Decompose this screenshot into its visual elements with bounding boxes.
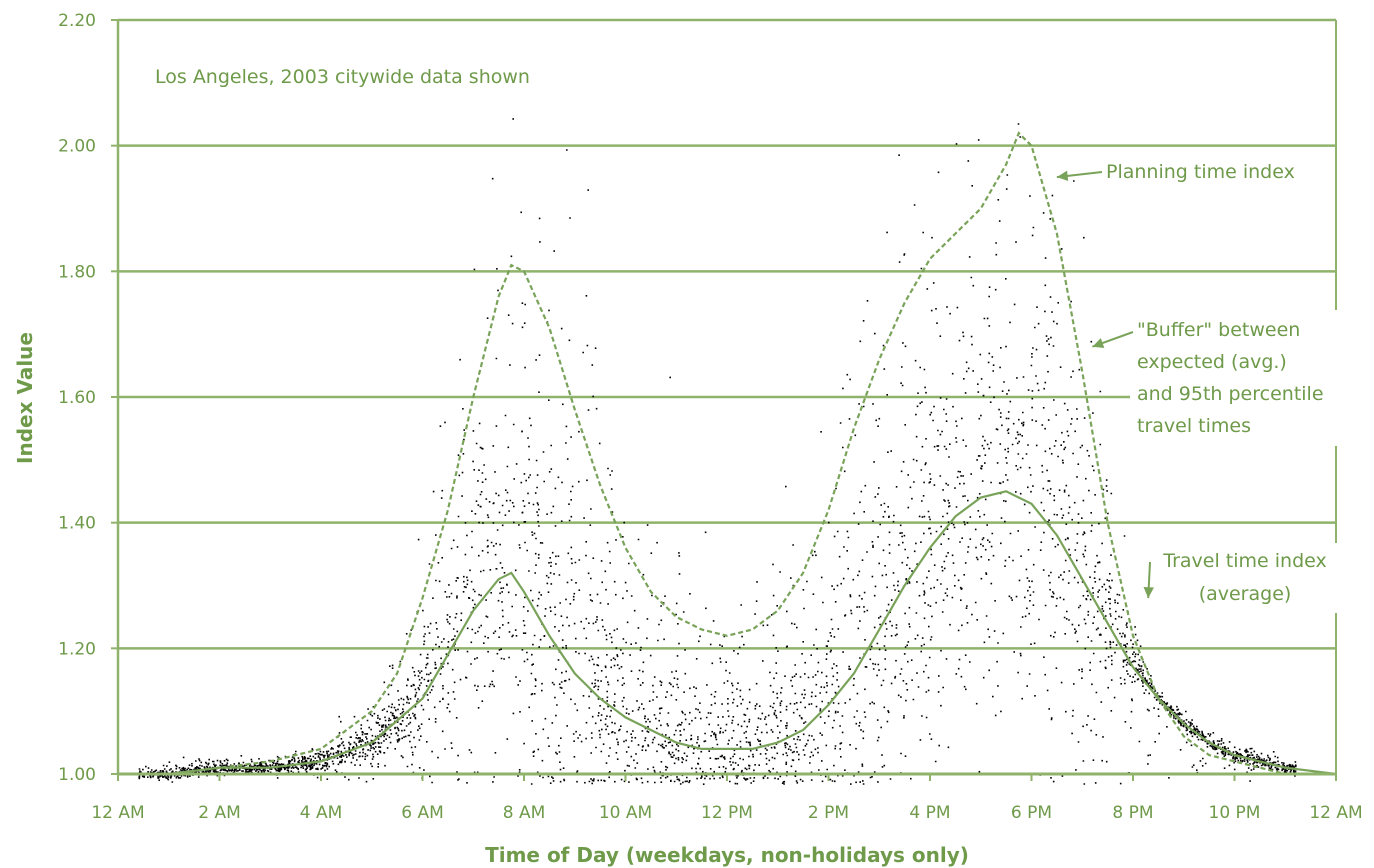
- x-tick-label-8: 4 PM: [909, 803, 950, 823]
- x-tick-label-12: 12 AM: [1309, 803, 1362, 823]
- x-tick-label-5: 10 AM: [599, 803, 652, 823]
- x-axis-title: Time of Day (weekdays, non-holidays only…: [485, 843, 969, 867]
- y-tick-label-4: 1.80: [58, 262, 96, 282]
- y-tick-label-1: 1.20: [58, 639, 96, 659]
- index-lines: [118, 131, 1337, 776]
- annotation-bg-0: [1100, 154, 1332, 188]
- scatter-points: [138, 118, 1297, 786]
- annotation-arrowhead-0: [1056, 170, 1069, 182]
- y-tick-label-6: 2.20: [58, 11, 96, 31]
- annotation-text-1-1: expected (avg.): [1137, 351, 1287, 373]
- y-axis-title: Index Value: [13, 332, 37, 464]
- x-tick-label-10: 8 PM: [1112, 803, 1153, 823]
- y-tick-label-3: 1.60: [58, 388, 96, 408]
- x-tick-label-1: 2 AM: [198, 803, 241, 823]
- x-tick-labels: 12 AM 2 AM 4 AM 6 AM 8 AM 10 AM 12 PM 2 PM 4 PM 6…: [91, 803, 1362, 823]
- y-tick-label-5: 2.00: [58, 137, 96, 157]
- y-tick-label-2: 1.40: [58, 514, 96, 534]
- y-tick-label-0: 1.00: [58, 765, 96, 785]
- annotation-text-1-3: travel times: [1137, 415, 1251, 437]
- x-tick-label-2: 4 AM: [300, 803, 343, 823]
- scatter-observations: [138, 118, 1297, 786]
- x-tick-label-11: 10 PM: [1209, 803, 1261, 823]
- annotation-bg-1: [1130, 310, 1366, 446]
- x-tick-label-0: 12 AM: [91, 803, 144, 823]
- annotation-text-0-0: Planning time index: [1106, 161, 1295, 183]
- gridlines: [118, 18, 1336, 650]
- annotation-text-2-1: (average): [1199, 583, 1292, 605]
- annotation-arrowhead-1: [1092, 338, 1105, 348]
- y-tick-labels: 1.00 1.20 1.40 1.60 1.80 2.00 2.20: [58, 11, 96, 785]
- chart-note: Los Angeles, 2003 citywide data shown: [155, 66, 530, 88]
- annotation-arrowhead-2: [1143, 587, 1154, 599]
- annotations: Planning time index "Buffer" between expec…: [1056, 154, 1366, 613]
- x-tick-label-3: 6 AM: [401, 803, 444, 823]
- annotation-text-2-0: Travel time index: [1162, 550, 1326, 572]
- axes: [111, 19, 1337, 781]
- travel-time-index-line: [118, 490, 1337, 776]
- planning-time-index-line: [118, 131, 1336, 776]
- x-tick-label-7: 2 PM: [808, 803, 849, 823]
- annotation-text-1-0: "Buffer" between: [1137, 319, 1300, 341]
- annotation-bg-2: [1140, 543, 1352, 613]
- annotation-text-1-2: and 95th percentile: [1137, 383, 1324, 405]
- x-tick-label-9: 6 PM: [1011, 803, 1052, 823]
- x-tick-label-6: 12 PM: [701, 803, 753, 823]
- x-tick-label-4: 8 AM: [503, 803, 546, 823]
